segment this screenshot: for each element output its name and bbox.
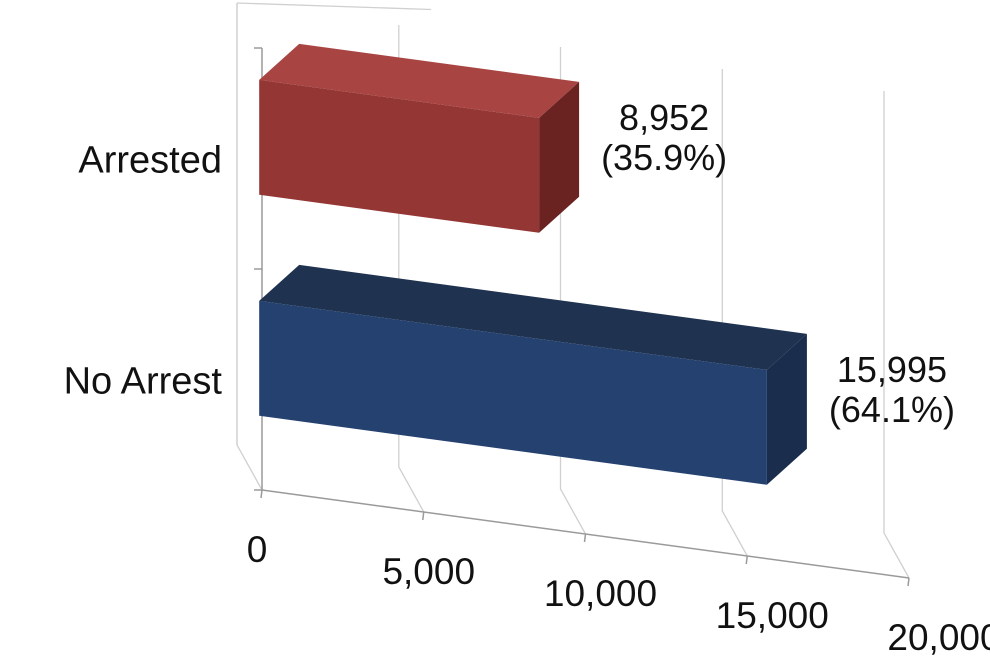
bar-arrested <box>259 43 580 233</box>
gridline-4 <box>883 91 910 579</box>
value-tick-1 <box>422 511 425 521</box>
bar-side-face <box>766 333 807 485</box>
bar-front-face <box>259 79 540 233</box>
data-label-value-0: 8,952 <box>619 97 709 138</box>
category-label-1: No Arrest <box>64 361 223 403</box>
value-tick-3 <box>745 555 748 565</box>
x-tick-label-2: 10,000 <box>544 573 657 614</box>
gridlines <box>236 2 910 579</box>
bar-top-face <box>259 264 807 370</box>
bars <box>259 43 807 485</box>
x-tick-label-1: 5,000 <box>382 551 475 592</box>
category-label-0: Arrested <box>78 140 222 182</box>
back-wall-top-edge <box>236 2 432 11</box>
value-tick-4 <box>907 577 910 587</box>
value-tick-0 <box>260 489 263 499</box>
data-label-value-1: 15,995 <box>837 349 947 390</box>
bar-side-face <box>539 81 580 233</box>
gridline-0 <box>236 3 263 491</box>
bar-no-arrest <box>259 264 807 485</box>
bar-front-face <box>259 300 767 485</box>
value-tick-2 <box>583 533 587 543</box>
data-label-percent-0: (35.9%) <box>601 137 727 178</box>
x-tick-label-4: 20,000 <box>887 617 990 658</box>
data-label-percent-1: (64.1%) <box>829 389 955 430</box>
labels: 0 5,000 10,000 15,000 20,000 Arrested 8,952(35… <box>64 97 990 658</box>
x-tick-label-0: 0 <box>247 529 268 570</box>
x-tick-label-3: 15,000 <box>716 595 829 636</box>
bar-top-face <box>259 43 580 118</box>
gridline-3 <box>721 69 748 557</box>
